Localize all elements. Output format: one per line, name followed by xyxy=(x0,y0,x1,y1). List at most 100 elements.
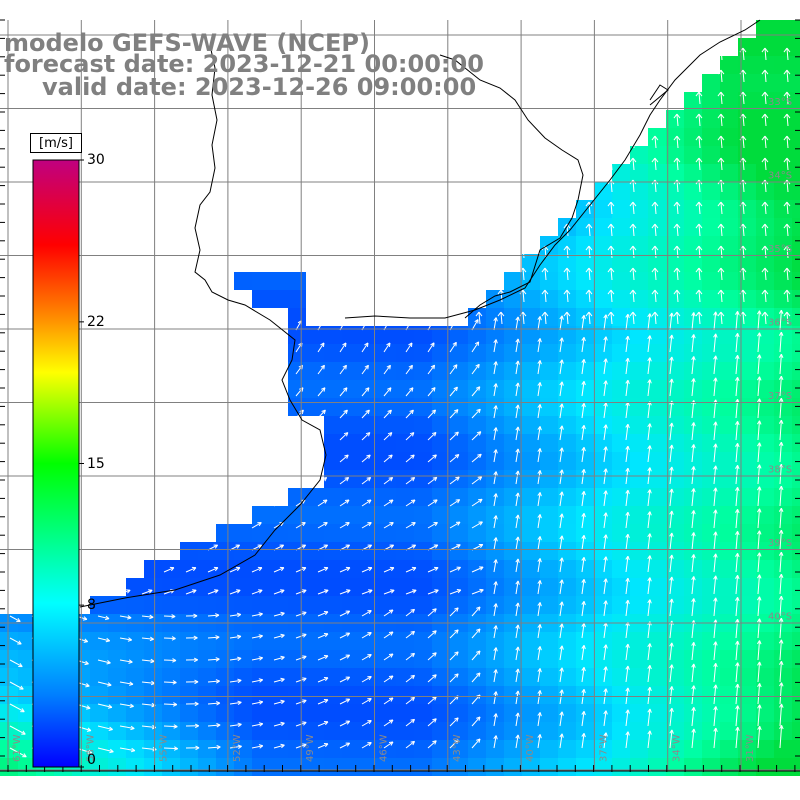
field-cell xyxy=(108,686,126,704)
wind-arrow xyxy=(625,489,630,507)
field-cell xyxy=(612,560,630,578)
wind-arrow xyxy=(9,615,21,623)
wind-arrow xyxy=(559,711,564,727)
wind-arrow xyxy=(515,382,520,397)
wind-arrow xyxy=(691,422,696,441)
field-cell xyxy=(540,578,558,596)
wind-arrow xyxy=(427,674,437,683)
wind-arrow xyxy=(361,477,372,485)
wind-arrow xyxy=(581,556,586,573)
field-cell xyxy=(576,668,594,686)
field-cell xyxy=(18,668,36,686)
wind-arrow xyxy=(471,672,481,683)
wind-arrow xyxy=(537,624,542,639)
field-cell xyxy=(576,722,594,740)
wind-arrow xyxy=(515,624,520,639)
field-cell xyxy=(666,398,684,416)
field-cell xyxy=(18,632,36,650)
wind-arrow xyxy=(625,511,630,529)
wind-arrow xyxy=(778,617,784,639)
field-cell xyxy=(612,434,630,452)
field-cell xyxy=(306,344,324,362)
field-cell xyxy=(270,272,288,290)
field-cell xyxy=(216,704,234,722)
field-cell xyxy=(792,38,800,56)
field-cell xyxy=(558,506,576,524)
field-cell xyxy=(594,434,612,452)
longitude-label: 43°W xyxy=(452,734,463,762)
wind-arrow xyxy=(761,157,769,171)
field-cell xyxy=(666,506,684,524)
wind-arrow xyxy=(778,529,784,551)
wind-arrow xyxy=(669,510,674,529)
field-cell xyxy=(792,380,800,398)
field-cell xyxy=(414,416,432,434)
field-cell xyxy=(252,272,270,290)
wind-arrow xyxy=(625,599,630,617)
wind-arrow xyxy=(405,630,416,639)
field-cell xyxy=(630,326,648,344)
field-cell xyxy=(792,758,800,776)
field-cell xyxy=(648,164,666,182)
field-cell xyxy=(594,182,612,200)
field-cell xyxy=(414,632,432,650)
field-cell xyxy=(630,632,648,650)
field-cell xyxy=(324,524,342,542)
wind-arrow xyxy=(783,157,791,171)
field-cell xyxy=(666,632,684,650)
field-cell xyxy=(756,20,774,38)
field-cell xyxy=(324,380,342,398)
wind-arrow xyxy=(537,382,542,397)
wind-arrow xyxy=(229,678,242,684)
wind-arrow xyxy=(207,723,221,728)
field-cell xyxy=(684,416,702,434)
wind-arrow xyxy=(339,698,351,705)
wind-arrow xyxy=(673,223,681,237)
field-cell xyxy=(414,704,432,722)
field-cell xyxy=(342,506,360,524)
field-cell xyxy=(486,452,504,470)
wind-arrow xyxy=(691,334,696,353)
wind-arrow xyxy=(713,706,718,727)
wind-arrow xyxy=(778,551,784,573)
field-cell xyxy=(702,308,720,326)
field-cell xyxy=(666,290,684,308)
field-cell xyxy=(414,326,432,344)
field-cell xyxy=(792,668,800,686)
field-cell xyxy=(306,686,324,704)
wind-arrow xyxy=(603,358,608,375)
field-cell xyxy=(792,128,800,146)
wind-arrow xyxy=(669,576,674,595)
wind-arrow xyxy=(493,581,498,595)
field-cell xyxy=(738,200,756,218)
wind-arrow xyxy=(717,245,725,259)
field-cell xyxy=(558,416,576,434)
wind-arrow xyxy=(669,686,674,705)
wind-arrow xyxy=(119,615,132,620)
wind-arrow xyxy=(559,579,564,595)
field-cell xyxy=(396,452,414,470)
wind-arrow xyxy=(607,223,615,237)
field-cell xyxy=(18,650,36,668)
field-cell xyxy=(144,668,162,686)
wind-arrow xyxy=(449,589,462,595)
wind-arrow xyxy=(761,245,769,259)
wind-arrow xyxy=(251,656,263,661)
wind-arrow xyxy=(756,486,762,507)
wind-arrow xyxy=(651,157,659,171)
field-cell xyxy=(684,632,702,650)
field-cell xyxy=(666,488,684,506)
field-cell xyxy=(126,686,144,704)
field-cell xyxy=(540,704,558,722)
field-cell xyxy=(648,416,666,434)
wind-arrow xyxy=(383,653,394,661)
wind-arrow xyxy=(647,533,652,551)
field-cell xyxy=(756,560,774,578)
wind-arrow xyxy=(603,578,608,595)
wind-arrow xyxy=(515,338,520,353)
field-cell xyxy=(612,704,630,722)
field-cell xyxy=(504,668,522,686)
field-cell xyxy=(738,722,756,740)
field-cell xyxy=(558,596,576,614)
field-cell xyxy=(306,578,324,596)
